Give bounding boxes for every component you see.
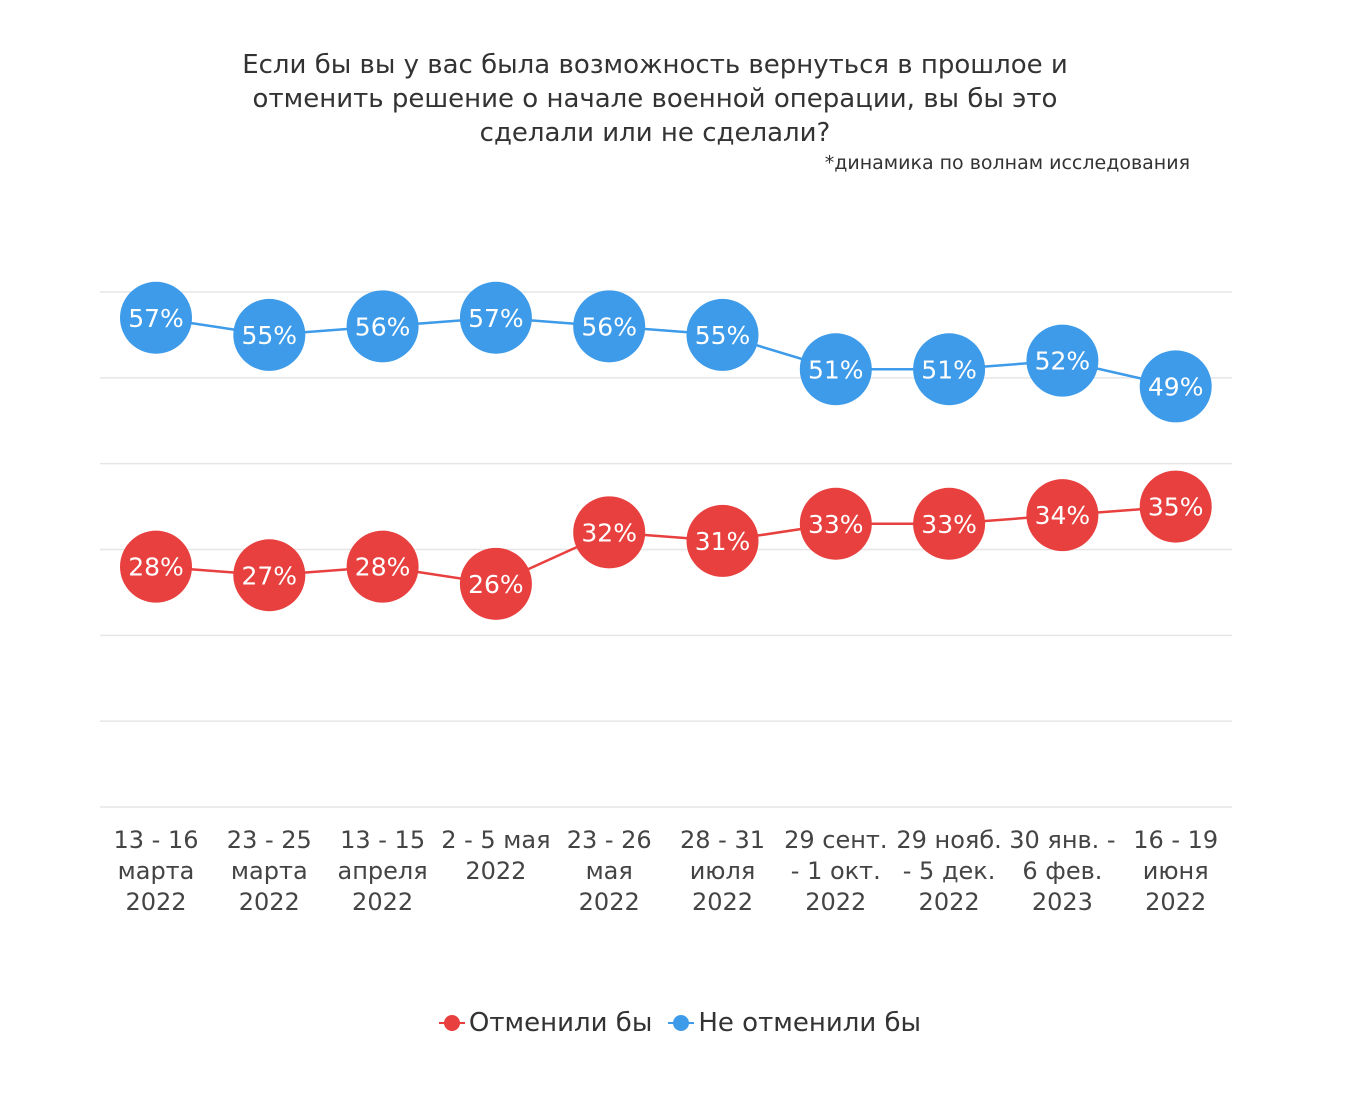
data-point bbox=[120, 530, 192, 603]
legend-label-blue: Не отменили бы bbox=[698, 1008, 922, 1038]
data-point bbox=[1139, 350, 1212, 423]
series-line-1 bbox=[155, 316, 1176, 388]
data-point bbox=[459, 281, 532, 354]
x-tick-label: 23 - 26 мая 2022 bbox=[567, 826, 652, 916]
data-point bbox=[573, 290, 646, 363]
x-tick-label: 16 - 19 июня 2022 bbox=[1133, 826, 1218, 916]
data-label: 57% bbox=[128, 304, 184, 333]
data-label: 56% bbox=[355, 312, 411, 341]
x-tick-label: 28 - 31 июля 2022 bbox=[680, 826, 765, 916]
data-point bbox=[1026, 479, 1099, 552]
data-label: 34% bbox=[1035, 501, 1091, 530]
data-point bbox=[913, 487, 986, 560]
data-point bbox=[1026, 324, 1099, 397]
data-label: 28% bbox=[128, 553, 184, 582]
x-tick-label: 2 - 5 мая 2022 bbox=[441, 826, 550, 885]
data-point bbox=[1139, 470, 1212, 543]
legend-marker-red bbox=[438, 1013, 465, 1033]
x-tick-label: 29 нояб. - 5 дек. 2022 bbox=[896, 826, 1001, 916]
data-label: 57% bbox=[468, 304, 524, 333]
data-point bbox=[233, 298, 306, 371]
data-label: 33% bbox=[921, 510, 977, 539]
data-label: 55% bbox=[695, 321, 751, 350]
legend-item-blue[interactable]: Не отменили бы bbox=[668, 1008, 921, 1038]
x-tick-label: 13 - 16 марта 2022 bbox=[114, 826, 199, 916]
legend-marker-blue bbox=[668, 1013, 695, 1033]
data-label: 35% bbox=[1148, 493, 1204, 522]
x-tick-label: 13 - 15 апреля 2022 bbox=[338, 826, 428, 916]
legend-item-red[interactable]: Отменили бы bbox=[438, 1008, 653, 1038]
x-tick-label: 29 сент. - 1 окт. 2022 bbox=[784, 826, 887, 916]
x-tick-label: 23 - 25 марта 2022 bbox=[227, 826, 312, 916]
data-label: 27% bbox=[242, 561, 298, 590]
data-point bbox=[799, 487, 872, 560]
data-point bbox=[346, 530, 419, 603]
data-point bbox=[346, 290, 419, 363]
data-point bbox=[459, 547, 532, 620]
data-point bbox=[686, 298, 759, 371]
data-point bbox=[573, 496, 646, 569]
data-point bbox=[686, 504, 759, 577]
chart-legend: Отменили бы Не отменили бы bbox=[0, 1008, 1360, 1038]
data-label: 56% bbox=[581, 312, 637, 341]
data-label: 55% bbox=[242, 321, 298, 350]
data-point bbox=[233, 539, 306, 612]
line-chart: 13 - 16 марта 2022 23 - 25 марта 2022 13 - 15 а… bbox=[100, 281, 1232, 916]
chart-subtitle: *динамика по волнам исследования bbox=[824, 152, 1190, 174]
data-label: 51% bbox=[921, 355, 977, 384]
data-point bbox=[120, 281, 192, 354]
series-line-0 bbox=[155, 505, 1176, 586]
data-label: 52% bbox=[1035, 347, 1091, 376]
data-label: 51% bbox=[808, 355, 864, 384]
data-point bbox=[799, 333, 872, 406]
data-label: 31% bbox=[695, 527, 751, 556]
x-tick-label: 30 янв. -6 фев. 2023 bbox=[1009, 826, 1115, 916]
data-label: 33% bbox=[808, 510, 864, 539]
data-point bbox=[913, 333, 986, 406]
data-label: 28% bbox=[355, 553, 411, 582]
chart-title: Если бы вы у вас была возможность вернут… bbox=[242, 50, 1068, 148]
data-label: 49% bbox=[1148, 372, 1204, 401]
data-label: 26% bbox=[468, 570, 524, 599]
legend-label-red: Отменили бы bbox=[468, 1008, 653, 1038]
data-label: 32% bbox=[581, 518, 637, 547]
